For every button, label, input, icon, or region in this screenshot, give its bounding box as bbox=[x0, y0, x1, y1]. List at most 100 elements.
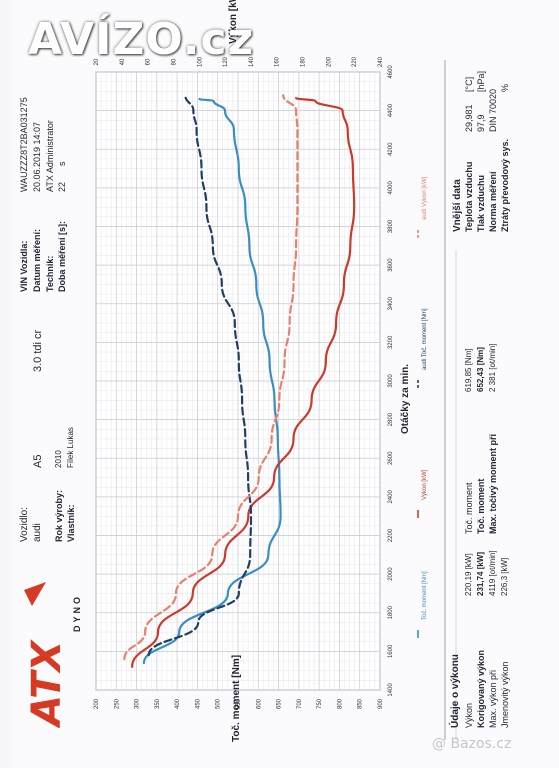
torque-tick-label: 300 bbox=[135, 698, 141, 709]
torque-result-label: Max. točivý moment při bbox=[488, 433, 498, 534]
ambient-unit: [°C] bbox=[464, 76, 474, 92]
torque-tick-label: 900 bbox=[378, 698, 384, 709]
watermark-top: AVÍZO.cz bbox=[28, 14, 255, 65]
power-tick-label: 120 bbox=[223, 56, 229, 67]
torque-tick-label: 550 bbox=[236, 698, 242, 709]
x-tick-label: 1600 bbox=[388, 644, 394, 658]
torque-tick-label: 200 bbox=[94, 698, 100, 709]
torque-axis-label: Toč. moment [Nm] bbox=[231, 654, 242, 742]
ambient-header: Vnější data bbox=[452, 179, 463, 232]
x-tick-label: 4400 bbox=[388, 103, 394, 117]
torque-tick-label: 650 bbox=[277, 698, 283, 709]
doba-value: 22 bbox=[57, 181, 67, 192]
torque-tick-label: 500 bbox=[216, 698, 222, 709]
torque-result-value: 619,85 [Nm] bbox=[464, 348, 473, 392]
rok-value: 2010 bbox=[54, 450, 63, 468]
x-axis-label: Otáčky za min. bbox=[400, 363, 411, 434]
x-tick-label: 2000 bbox=[388, 567, 394, 581]
power-tick-label: 20 bbox=[94, 58, 100, 65]
legend-torque-ref: audi Toč. moment [Nm] bbox=[422, 308, 428, 370]
result-value: 4119 [ot/min] bbox=[488, 550, 497, 596]
torque-tick-label: 600 bbox=[256, 698, 262, 709]
datum-label: Datum měření: bbox=[32, 228, 42, 292]
svg-text:ATX: ATX bbox=[24, 639, 70, 728]
power-tick-label: 140 bbox=[249, 56, 255, 67]
series-line-to-moment-nm- bbox=[142, 97, 282, 665]
power-tick-label: 60 bbox=[146, 58, 152, 65]
torque-result-value: 652,43 [Nm] bbox=[476, 347, 485, 392]
x-tick-label: 3600 bbox=[388, 258, 394, 272]
vin-label: VIN Vozidla: bbox=[19, 240, 29, 292]
torque-result-label: Toč. moment bbox=[464, 482, 474, 534]
torque-tick-label: 850 bbox=[358, 698, 364, 709]
watermark-bottom: @ Bazos.cz bbox=[432, 736, 512, 752]
power-tick-label: 80 bbox=[171, 58, 177, 65]
torque-tick-label: 450 bbox=[195, 698, 201, 709]
x-tick-label: 3200 bbox=[388, 335, 394, 349]
vlastnik-label: Vlastník: bbox=[66, 504, 76, 542]
series-line-audi-v-kon-kw- bbox=[123, 94, 299, 661]
x-tick-label: 2200 bbox=[388, 528, 394, 542]
vlastnik-value: Fílek Lukas bbox=[66, 427, 75, 468]
x-tick-label: 4600 bbox=[388, 65, 394, 79]
ambient-unit: % bbox=[500, 83, 510, 92]
result-value: 231,74 [kW] bbox=[476, 551, 485, 596]
vozidlo-value: audi bbox=[32, 523, 43, 542]
brand-dyno: DYNO bbox=[72, 593, 82, 632]
power-tick-label: 220 bbox=[352, 56, 358, 67]
torque-tick-label: 750 bbox=[317, 698, 323, 709]
ambient-label: Teplota vzduchu bbox=[464, 161, 474, 232]
torque-tick-label: 700 bbox=[297, 698, 303, 709]
legend-torque: Toč. moment [Nm] bbox=[422, 571, 428, 620]
x-tick-label: 2800 bbox=[388, 412, 394, 426]
results-header: Údaje o výkonu bbox=[450, 654, 461, 728]
ambient-label: Norma měření bbox=[488, 171, 498, 232]
result-label: Korigovaný výkon bbox=[476, 649, 486, 728]
series-line-v-kon-kw- bbox=[131, 97, 356, 668]
doba-unit: s bbox=[57, 161, 67, 167]
x-tick-label: 1400 bbox=[388, 683, 394, 697]
result-label: Jmenovitý výkon bbox=[500, 661, 510, 728]
doba-label: Doba měření [s]: bbox=[57, 220, 67, 292]
ambient-value: 29,981 bbox=[464, 104, 474, 132]
legend-power-ref: audi Výkon [kW] bbox=[422, 176, 428, 220]
vin-value: WAUZZZ8T2BA031275 bbox=[19, 97, 29, 192]
x-tick-label: 2600 bbox=[388, 451, 394, 465]
x-tick-label: 4200 bbox=[388, 142, 394, 156]
torque-tick-label: 350 bbox=[155, 698, 161, 709]
engine-value: 3.0 tdi cr bbox=[32, 329, 44, 372]
x-tick-label: 1800 bbox=[388, 605, 394, 619]
atx-logo-icon: ATX bbox=[24, 582, 70, 728]
x-tick-label: 3400 bbox=[388, 296, 394, 310]
x-tick-label: 3000 bbox=[388, 374, 394, 388]
result-value: 220,19 [kW] bbox=[464, 553, 473, 596]
series-line-audi-to-moment-nm- bbox=[147, 94, 253, 657]
x-tick-label: 3800 bbox=[388, 219, 394, 233]
model-value: A5 bbox=[32, 454, 44, 468]
torque-result-value: 2 381 [ot/min] bbox=[488, 343, 497, 392]
power-tick-label: 200 bbox=[326, 56, 332, 67]
torque-tick-label: 800 bbox=[337, 698, 343, 709]
power-tick-label: 100 bbox=[197, 56, 203, 67]
ambient-value: DIN 70020 bbox=[488, 88, 498, 132]
vozidlo-label: Vozidlo: bbox=[19, 506, 30, 542]
datum-value: 20.06.2019 14:07 bbox=[32, 121, 42, 192]
legend-power: Výkon [kW] bbox=[422, 469, 428, 500]
torque-tick-label: 400 bbox=[175, 698, 181, 709]
result-label: Max. výkon při bbox=[488, 669, 498, 728]
power-tick-label: 40 bbox=[120, 58, 126, 65]
result-label: Výkon bbox=[464, 702, 474, 728]
rok-label: Rok výroby: bbox=[54, 489, 64, 542]
ambient-value: 97,9 bbox=[476, 114, 486, 132]
torque-tick-label: 250 bbox=[114, 698, 120, 709]
x-tick-label: 4000 bbox=[388, 181, 394, 195]
x-tick-label: 2400 bbox=[388, 490, 394, 504]
technik-label: Technik: bbox=[45, 255, 55, 292]
ambient-label: Ztráty převodový sys. bbox=[500, 138, 510, 232]
power-tick-label: 160 bbox=[275, 56, 281, 67]
power-tick-label: 240 bbox=[378, 56, 384, 67]
ambient-unit: [hPa] bbox=[476, 70, 486, 92]
ambient-label: Tlak vzduchu bbox=[476, 174, 486, 232]
